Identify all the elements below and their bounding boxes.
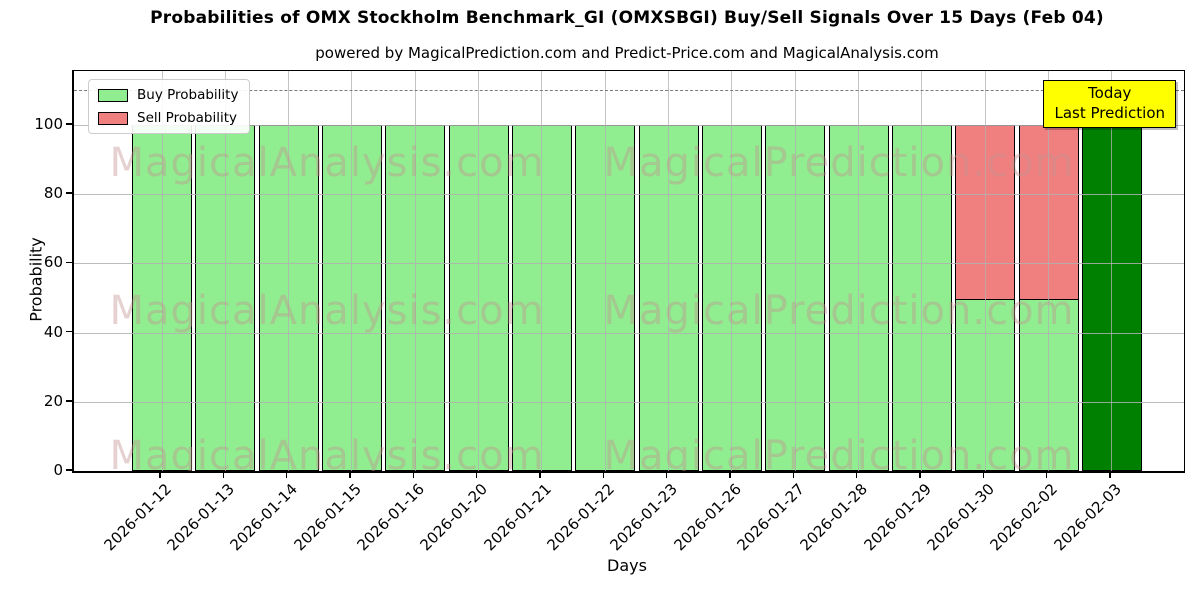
today-annotation: Today Last Prediction (1043, 80, 1176, 128)
horizontal-gridline (74, 332, 1184, 334)
dashed-threshold-line (74, 90, 1184, 92)
x-tick-label: 2026-01-20 (417, 480, 492, 555)
x-tick-mark (792, 472, 795, 478)
horizontal-gridline (74, 194, 1184, 196)
x-tick-mark (729, 472, 731, 478)
x-tick-mark (349, 472, 351, 478)
x-tick-mark (855, 472, 858, 478)
vertical-gridline (541, 71, 543, 471)
y-tick-label: 0 (53, 461, 63, 479)
annotation-line1: Today (1088, 84, 1132, 102)
x-tick-mark (285, 472, 288, 478)
watermark-text: MagicalPrediction.com (603, 433, 1075, 471)
x-tick-label: 2026-02-03 (1050, 480, 1125, 555)
x-tick-label: 2026-01-21 (480, 480, 555, 555)
vertical-gridline (224, 71, 226, 471)
plot-canvas: MagicalAnalysis.com MagicalPrediction.com… (74, 71, 1184, 471)
vertical-gridline (921, 71, 923, 471)
y-tick-mark (66, 330, 72, 333)
watermark-text: MagicalAnalysis.com (109, 433, 545, 471)
buy-swatch-icon (98, 88, 128, 102)
x-tick-label: 2026-01-22 (543, 480, 619, 555)
x-tick-mark (539, 472, 541, 478)
vertical-gridline (1048, 71, 1050, 471)
vertical-gridline (288, 71, 290, 471)
horizontal-gridline (74, 125, 1184, 126)
y-tick-mark (66, 400, 72, 402)
x-tick-mark (412, 472, 415, 478)
x-tick-label: 2026-01-13 (163, 480, 239, 555)
x-tick-label: 2026-01-28 (797, 480, 872, 555)
plot-area: MagicalAnalysis.com MagicalPrediction.com… (72, 70, 1185, 473)
y-tick-label: 80 (43, 184, 63, 203)
vertical-gridline (604, 71, 606, 471)
vertical-gridline (794, 71, 796, 471)
y-tick-mark (66, 123, 72, 125)
x-tick-label: 2026-01-26 (670, 480, 745, 555)
x-tick-label: 2026-01-27 (733, 480, 809, 555)
sell-swatch-icon (98, 111, 128, 125)
watermark-text: MagicalAnalysis.com (109, 288, 545, 334)
x-tick-label: 2026-01-14 (227, 480, 302, 555)
y-tick-label: 40 (43, 322, 63, 341)
x-tick-label: 2026-02-02 (987, 480, 1062, 555)
legend-item-sell: Sell Probability (98, 110, 238, 126)
y-tick-mark (66, 469, 72, 471)
y-tick-mark (66, 192, 72, 194)
watermark-text: MagicalPrediction.com (603, 140, 1075, 186)
x-tick-mark (222, 472, 225, 478)
x-tick-mark (475, 472, 478, 478)
x-tick-mark (602, 472, 605, 478)
vertical-gridline (478, 71, 480, 471)
y-tick-mark (66, 261, 72, 264)
horizontal-gridline (74, 401, 1184, 403)
chart-title: Probabilities of OMX Stockholm Benchmark… (150, 8, 1104, 28)
watermark-text: MagicalAnalysis.com (109, 140, 545, 186)
x-tick-mark (1045, 472, 1048, 478)
x-tick-label: 2026-01-15 (290, 480, 365, 555)
legend: Buy Probability Sell Probability (88, 79, 251, 134)
x-tick-mark (159, 472, 161, 478)
horizontal-gridline (74, 263, 1184, 265)
legend-label-buy: Buy Probability (137, 87, 239, 103)
watermark-text: MagicalPrediction.com (603, 288, 1075, 334)
legend-item-buy: Buy Probability (98, 87, 238, 103)
x-tick-mark (665, 472, 668, 478)
x-tick-mark (1109, 472, 1111, 478)
vertical-gridline (1111, 71, 1113, 471)
y-tick-label: 20 (43, 391, 63, 410)
x-tick-label: 2026-01-29 (860, 480, 935, 555)
legend-label-sell: Sell Probability (137, 110, 238, 126)
annotation-line2: Last Prediction (1054, 103, 1165, 122)
y-tick-label: 60 (43, 253, 63, 272)
vertical-gridline (351, 71, 353, 471)
x-axis-label: Days (607, 556, 647, 575)
vertical-gridline (414, 71, 416, 471)
vertical-gridline (984, 71, 986, 471)
vertical-gridline (161, 71, 163, 471)
y-tick-label: 100 (34, 115, 63, 133)
chart-subtitle: powered by MagicalPrediction.com and Pre… (315, 44, 939, 62)
vertical-gridline (731, 71, 733, 471)
x-tick-label: 2026-01-30 (923, 480, 999, 555)
vertical-gridline (668, 71, 670, 471)
vertical-gridline (858, 71, 860, 471)
x-tick-label: 2026-01-16 (353, 480, 429, 555)
x-tick-mark (982, 472, 985, 478)
x-tick-label: 2026-01-23 (607, 480, 682, 555)
x-tick-label: 2026-01-12 (100, 480, 175, 555)
x-tick-mark (919, 472, 921, 478)
y-axis-label: Probability (26, 237, 46, 322)
